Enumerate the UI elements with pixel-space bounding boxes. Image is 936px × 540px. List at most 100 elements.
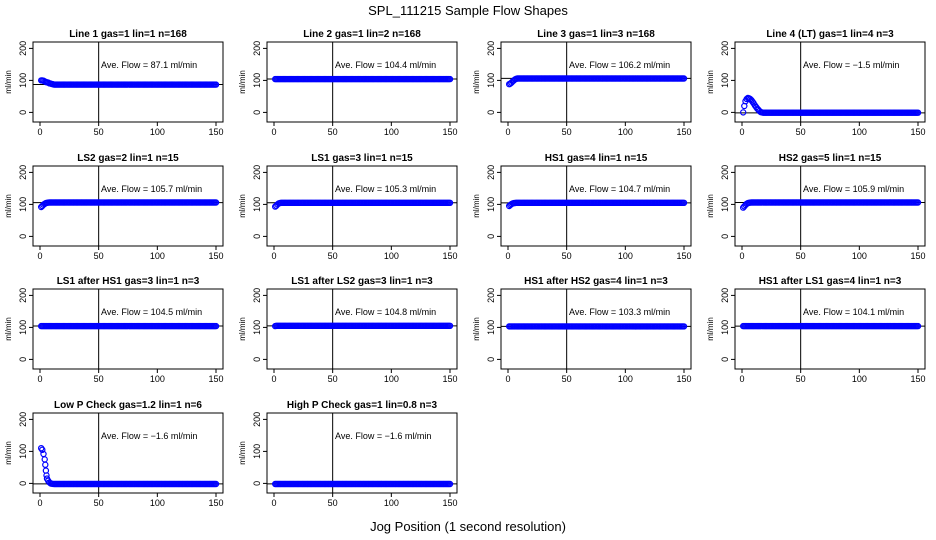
x-tick-label: 50 bbox=[328, 374, 338, 384]
panel-title: LS2 gas=2 lin=1 n=15 bbox=[77, 153, 179, 164]
plot-frame bbox=[500, 288, 692, 370]
data-point bbox=[914, 199, 922, 206]
y-tick-label: 0 bbox=[18, 481, 28, 486]
chart-panel: HS1 after HS2 gas=4 lin=1 n=3 ml/min Ave. … bbox=[472, 276, 692, 384]
chart-panel: HS2 gas=5 lin=1 n=15 ml/min Ave. Flow = 10… bbox=[706, 153, 926, 261]
y-axis-label: ml/min bbox=[472, 70, 481, 94]
y-axis-label: ml/min bbox=[4, 317, 13, 341]
panel-title: LS1 after HS1 gas=3 lin=1 n=3 bbox=[57, 276, 200, 287]
data-point bbox=[446, 480, 454, 488]
plot-frame bbox=[266, 288, 458, 370]
plot-frame bbox=[266, 41, 458, 123]
y-tick-label: 200 bbox=[720, 41, 730, 56]
y-axis-label: ml/min bbox=[238, 441, 247, 465]
average-flow-label: Ave. Flow = −1.5 ml/min bbox=[803, 60, 899, 70]
chart-panel: Low P Check gas=1.2 lin=1 n=6 ml/min Ave. … bbox=[4, 400, 224, 508]
average-flow-label: Ave. Flow = 104.4 ml/min bbox=[335, 60, 436, 70]
y-tick-label: 0 bbox=[486, 110, 496, 115]
x-tick-label: 0 bbox=[739, 251, 744, 261]
x-tick-label: 100 bbox=[384, 251, 399, 261]
average-flow-label: Ave. Flow = 87.1 ml/min bbox=[101, 60, 197, 70]
y-tick-label: 0 bbox=[720, 357, 730, 362]
x-tick-label: 150 bbox=[676, 374, 691, 384]
average-flow-label: Ave. Flow = 105.3 ml/min bbox=[335, 184, 436, 194]
x-tick-label: 50 bbox=[562, 374, 572, 384]
y-tick-label: 200 bbox=[252, 288, 262, 303]
x-tick-label: 100 bbox=[150, 498, 165, 508]
average-flow-label: Ave. Flow = 104.7 ml/min bbox=[569, 184, 670, 194]
plot-frame bbox=[266, 412, 458, 494]
plot-frame bbox=[734, 41, 926, 123]
x-tick-label: 150 bbox=[208, 374, 223, 384]
y-tick-label: 0 bbox=[486, 357, 496, 362]
x-tick-label: 150 bbox=[442, 127, 457, 137]
chart-panel: LS1 after HS1 gas=3 lin=1 n=3 ml/min Ave. … bbox=[4, 276, 224, 384]
x-tick-label: 150 bbox=[208, 251, 223, 261]
x-tick-label: 100 bbox=[618, 374, 633, 384]
panel-title: Line 3 gas=1 lin=3 n=168 bbox=[537, 29, 655, 40]
panels: Line 1 gas=1 lin=1 n=168 ml/min Ave. Flow … bbox=[4, 29, 926, 508]
x-tick-label: 100 bbox=[852, 251, 867, 261]
x-tick-label: 150 bbox=[208, 498, 223, 508]
x-tick-label: 50 bbox=[94, 251, 104, 261]
x-tick-label: 0 bbox=[271, 251, 276, 261]
x-tick-label: 0 bbox=[37, 251, 42, 261]
x-tick-label: 100 bbox=[852, 127, 867, 137]
y-tick-label: 0 bbox=[252, 234, 262, 239]
y-tick-label: 0 bbox=[18, 234, 28, 239]
x-tick-label: 50 bbox=[94, 374, 104, 384]
y-tick-label: 100 bbox=[252, 320, 262, 335]
y-tick-label: 100 bbox=[720, 320, 730, 335]
y-axis-label: ml/min bbox=[472, 194, 481, 218]
data-point bbox=[446, 199, 454, 206]
panel-title: Line 2 gas=1 lin=2 n=168 bbox=[303, 29, 421, 40]
y-tick-label: 100 bbox=[18, 197, 28, 212]
y-tick-label: 0 bbox=[252, 357, 262, 362]
y-axis-label: ml/min bbox=[706, 194, 715, 218]
x-tick-label: 0 bbox=[37, 498, 42, 508]
x-tick-label: 150 bbox=[208, 127, 223, 137]
x-tick-label: 150 bbox=[910, 127, 925, 137]
data-point bbox=[740, 109, 747, 116]
x-tick-label: 150 bbox=[676, 127, 691, 137]
average-flow-label: Ave. Flow = 105.9 ml/min bbox=[803, 184, 904, 194]
data-point bbox=[914, 322, 922, 330]
x-tick-label: 50 bbox=[328, 251, 338, 261]
figure-xlabel: Jog Position (1 second resolution) bbox=[370, 519, 566, 534]
average-flow-label: Ave. Flow = 104.8 ml/min bbox=[335, 307, 436, 317]
data-point bbox=[43, 472, 50, 479]
plot-frame bbox=[32, 412, 224, 494]
average-flow-label: Ave. Flow = 106.2 ml/min bbox=[569, 60, 670, 70]
y-tick-label: 100 bbox=[252, 197, 262, 212]
x-tick-label: 50 bbox=[796, 127, 806, 137]
x-tick-label: 0 bbox=[505, 251, 510, 261]
x-tick-label: 100 bbox=[384, 374, 399, 384]
y-tick-label: 0 bbox=[18, 357, 28, 362]
y-tick-label: 100 bbox=[18, 320, 28, 335]
x-tick-label: 50 bbox=[328, 127, 338, 137]
y-tick-label: 200 bbox=[18, 288, 28, 303]
y-tick-label: 0 bbox=[18, 110, 28, 115]
x-tick-label: 0 bbox=[505, 127, 510, 137]
y-tick-label: 100 bbox=[252, 444, 262, 459]
y-tick-label: 100 bbox=[720, 73, 730, 88]
x-tick-label: 50 bbox=[94, 498, 104, 508]
x-tick-label: 100 bbox=[384, 127, 399, 137]
y-axis-label: ml/min bbox=[238, 70, 247, 94]
y-tick-label: 100 bbox=[486, 320, 496, 335]
x-tick-label: 100 bbox=[150, 127, 165, 137]
y-tick-label: 0 bbox=[720, 110, 730, 115]
x-tick-label: 50 bbox=[796, 374, 806, 384]
plot-frame bbox=[32, 288, 224, 370]
x-tick-label: 150 bbox=[676, 251, 691, 261]
data-point bbox=[212, 480, 220, 488]
data-point bbox=[914, 109, 922, 116]
y-tick-label: 0 bbox=[486, 234, 496, 239]
y-axis-label: ml/min bbox=[238, 194, 247, 218]
x-tick-label: 0 bbox=[37, 374, 42, 384]
panel-title: HS1 after LS1 gas=4 lin=1 n=3 bbox=[759, 276, 902, 287]
chart-panel: Line 2 gas=1 lin=2 n=168 ml/min Ave. Flow … bbox=[238, 29, 458, 137]
plot-frame bbox=[734, 165, 926, 247]
data-point bbox=[42, 461, 49, 468]
y-axis-label: ml/min bbox=[4, 441, 13, 465]
